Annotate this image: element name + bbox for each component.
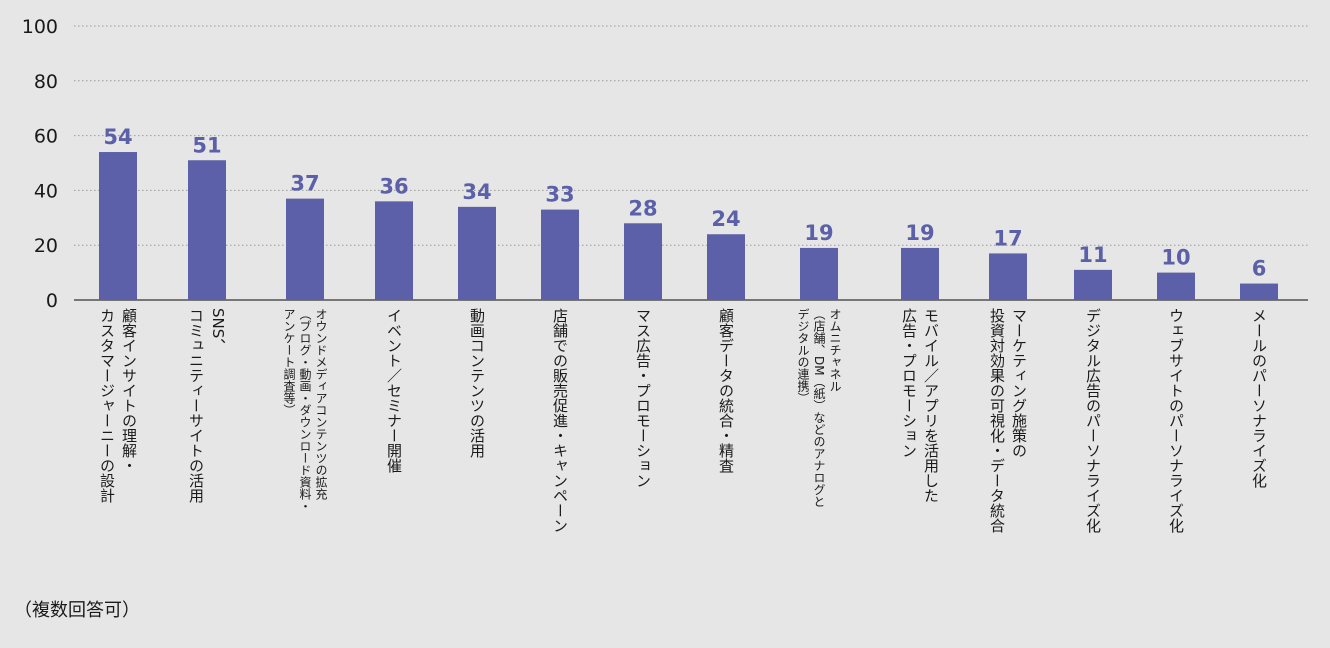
data-label: 28 xyxy=(628,196,657,220)
y-tick-label: 100 xyxy=(22,16,58,38)
category-label: デジタルの連携） xyxy=(796,308,810,404)
y-tick-label: 0 xyxy=(46,290,58,312)
category-label: マーケティング施策の xyxy=(1010,308,1028,458)
bar xyxy=(1074,269,1112,300)
category-label: 顧客データの統合・精査 xyxy=(717,308,735,473)
bar xyxy=(989,253,1027,300)
bar xyxy=(1240,283,1278,300)
bar xyxy=(541,209,579,300)
category-label: デジタル広告のパーソナライズ化 xyxy=(1084,308,1102,533)
bar xyxy=(188,160,226,300)
y-tick-label: 20 xyxy=(34,235,58,257)
data-label: 34 xyxy=(462,180,491,204)
category-label: SNS、 xyxy=(209,308,227,353)
category-label: アンケート調査等） xyxy=(282,308,296,416)
data-label: 19 xyxy=(804,221,833,245)
data-label: 37 xyxy=(290,172,319,196)
category-label: 投資対効果の可視化・データ統合 xyxy=(988,308,1006,533)
data-label: 33 xyxy=(545,183,574,207)
category-label: 顧客インサイトの理解・ xyxy=(120,308,138,473)
category-label: オムニチャネル xyxy=(828,308,842,392)
category-label: 広告・プロモーション xyxy=(900,308,918,458)
bar xyxy=(624,223,662,300)
category-label: 動画コンテンツの活用 xyxy=(468,308,486,459)
bar xyxy=(901,247,939,300)
category-label: （ブログ・動画・ダウンロード資料・ xyxy=(298,308,312,512)
category-label: マス広告・プロモーション xyxy=(634,308,652,488)
category-label: （店舗、DM（紙）などのアナログと xyxy=(812,308,826,508)
category-label: モバイル／アプリを活用した xyxy=(922,308,940,503)
category-label: コミュニティーサイトの活用 xyxy=(187,308,205,504)
bar xyxy=(458,206,496,300)
category-label: 店舗での販売促進・キャンペーン xyxy=(551,308,569,533)
bar xyxy=(99,152,137,300)
data-label: 36 xyxy=(379,174,408,198)
data-label: 24 xyxy=(711,207,740,231)
y-tick-label: 40 xyxy=(34,180,58,202)
bar xyxy=(375,201,413,300)
bar xyxy=(1157,272,1195,300)
category-label: メールのパーソナライズ化 xyxy=(1250,308,1268,488)
data-label: 6 xyxy=(1252,257,1267,281)
bar xyxy=(800,247,838,300)
y-tick-label: 60 xyxy=(34,126,58,148)
category-label: カスタマージャーニーの設計 xyxy=(98,308,116,503)
bar xyxy=(286,198,324,300)
data-label: 10 xyxy=(1161,246,1190,270)
footnote: （複数回答可） xyxy=(14,600,140,621)
category-label: オウンドメディアコンテンツの拡充 xyxy=(314,308,328,501)
data-label: 54 xyxy=(103,125,132,149)
data-label: 51 xyxy=(192,133,221,157)
data-label: 17 xyxy=(993,226,1022,250)
y-tick-label: 80 xyxy=(34,71,58,93)
category-label: ウェブサイトのパーソナライズ化 xyxy=(1167,308,1185,533)
bar xyxy=(707,234,745,300)
data-label: 19 xyxy=(905,221,934,245)
category-label: イベント／セミナー開催 xyxy=(385,308,403,473)
data-label: 11 xyxy=(1078,243,1107,267)
